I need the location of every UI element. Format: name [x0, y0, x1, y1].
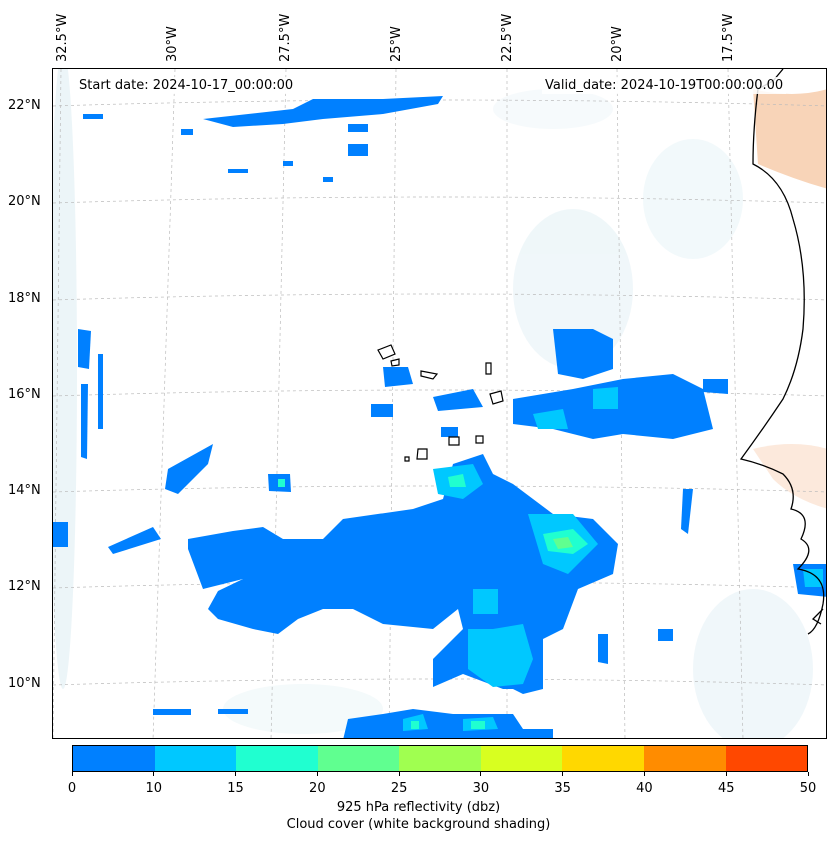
colorbar-tickmark — [643, 772, 645, 776]
valid-date-label: Valid_date: 2024-10-19T00:00:00.00 — [542, 77, 787, 94]
colorbar-tick-label: 45 — [717, 781, 735, 796]
colorbar-tickmark — [153, 772, 155, 776]
colorbar-tick-label: 10 — [145, 781, 163, 796]
lon-label: 20°W — [610, 26, 625, 62]
colorbar-tickmark — [562, 772, 564, 776]
lon-label: 22.5°W — [500, 13, 515, 62]
colorbar-label: 925 hPa reflectivity (dbz) — [336, 800, 501, 815]
colorbar-tickmark — [71, 772, 73, 776]
colorbar-tickmark — [480, 772, 482, 776]
map-canvas — [53, 69, 826, 738]
colorbar-segment — [399, 746, 481, 771]
land-shading — [753, 89, 826, 509]
colorbar-tick-label: 0 — [67, 781, 77, 796]
colorbar-segment — [236, 746, 318, 771]
colorbar-tick-label: 40 — [636, 781, 653, 796]
colorbar-segment — [725, 746, 808, 771]
colorbar-tick-label: 15 — [227, 781, 244, 796]
colorbar-tickmark — [316, 772, 318, 776]
lat-label: 20°N — [8, 194, 41, 209]
lat-label: 22°N — [8, 98, 41, 113]
colorbar — [72, 745, 808, 772]
lat-label: 14°N — [8, 483, 41, 498]
colorbar-segment — [562, 746, 644, 771]
colorbar-segment — [480, 746, 563, 771]
colorbar-segment — [317, 746, 400, 771]
colorbar-sublabel: Cloud cover (white background shading) — [286, 817, 551, 832]
map-panel — [52, 68, 827, 739]
colorbar-segment — [643, 746, 726, 771]
lat-label: 12°N — [8, 579, 41, 594]
reflectivity-20-25 — [553, 537, 573, 549]
start-date-label: Start date: 2024-10-17_00:00:00 — [76, 77, 297, 94]
colorbar-tickmark — [398, 772, 400, 776]
colorbar-tickmark — [235, 772, 237, 776]
colorbar-tick-label: 25 — [390, 781, 408, 796]
colorbar-tickmark — [807, 772, 809, 776]
lat-label: 18°N — [8, 291, 41, 306]
colorbar-tick-label: 35 — [554, 781, 571, 796]
colorbar-tick-label: 30 — [472, 781, 490, 796]
lon-label: 30°W — [165, 26, 180, 62]
colorbar-segment — [73, 746, 155, 771]
lon-label: 32.5°W — [55, 13, 70, 62]
lon-label: 27.5°W — [278, 13, 293, 62]
colorbar-tick-label: 50 — [799, 781, 817, 796]
colorbar-tickmark — [725, 772, 727, 776]
lat-label: 16°N — [8, 387, 41, 402]
colorbar-tick-label: 20 — [309, 781, 326, 796]
lon-label: 17.5°W — [721, 13, 736, 62]
colorbar-segment — [154, 746, 237, 771]
lon-label: 25°W — [389, 26, 404, 62]
lat-label: 10°N — [8, 676, 41, 691]
cape-verde-islands — [377, 344, 504, 462]
